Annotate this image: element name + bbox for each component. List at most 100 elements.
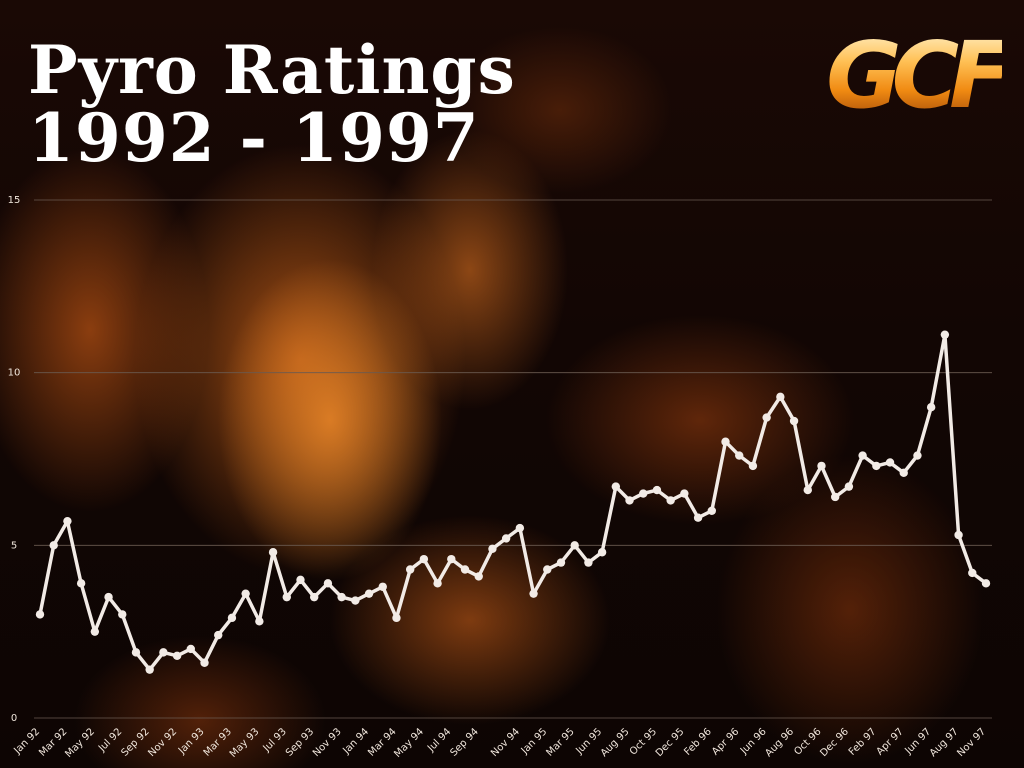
data-point <box>296 575 305 585</box>
data-point <box>625 496 634 505</box>
x-tick-label: Aug 97 <box>928 726 961 759</box>
x-tick-label: Mar 95 <box>544 726 576 758</box>
data-point <box>447 554 456 564</box>
title-line-2: 1992 - 1997 <box>28 99 480 177</box>
data-point <box>830 492 840 502</box>
data-point <box>460 565 470 574</box>
x-tick-label: Nov 93 <box>311 726 344 759</box>
x-tick-label: May 94 <box>392 726 426 760</box>
x-tick-label: May 93 <box>228 726 262 760</box>
x-tick-label: Aug 96 <box>763 726 796 759</box>
data-point <box>543 565 552 574</box>
data-point <box>584 558 593 567</box>
data-point <box>776 392 785 402</box>
data-point <box>981 579 991 588</box>
data-point <box>241 589 250 598</box>
data-point <box>351 596 360 605</box>
data-point <box>817 461 826 471</box>
data-point <box>570 541 579 550</box>
x-tick-label: Dec 95 <box>654 726 687 759</box>
data-point <box>63 516 72 526</box>
data-point <box>721 437 730 446</box>
data-point <box>515 523 525 533</box>
data-point <box>501 534 511 543</box>
data-point <box>666 496 675 505</box>
data-point <box>419 554 429 564</box>
data-point <box>844 482 854 491</box>
title-line-1: Pyro Ratings <box>28 31 516 109</box>
data-point <box>693 513 703 522</box>
data-point <box>735 451 744 460</box>
x-tick-label: Feb 96 <box>682 726 714 758</box>
data-point <box>364 589 374 598</box>
y-tick-label: 5 <box>11 540 17 551</box>
data-point <box>378 582 387 591</box>
gcf-logo: GCF <box>826 22 1012 129</box>
data-point <box>35 610 45 619</box>
data-point <box>433 579 442 588</box>
data-point <box>556 558 566 567</box>
data-point <box>76 579 86 588</box>
x-tick-label: Apr 96 <box>710 726 741 757</box>
data-point <box>611 482 621 491</box>
data-point <box>762 413 771 422</box>
x-tick-label: Sep 94 <box>448 726 480 758</box>
data-point <box>310 592 319 602</box>
data-point <box>323 579 333 588</box>
x-tick-label: Aug 95 <box>599 726 632 759</box>
x-tick-label: May 92 <box>63 726 97 760</box>
data-point <box>200 658 209 667</box>
data-point <box>597 548 607 557</box>
data-point <box>186 644 196 654</box>
data-point <box>940 330 950 339</box>
data-point <box>131 648 141 657</box>
data-point <box>707 506 716 515</box>
data-point <box>268 548 278 557</box>
data-point <box>474 572 483 581</box>
data-point <box>104 592 113 602</box>
data-point <box>748 461 758 471</box>
x-tick-label: Nov 92 <box>146 726 179 759</box>
data-point <box>214 630 223 640</box>
data-point <box>652 485 662 495</box>
data-point <box>405 565 415 574</box>
data-point <box>90 627 100 636</box>
data-point <box>803 485 812 495</box>
y-tick-label: 10 <box>8 368 21 379</box>
y-tick-label: 15 <box>8 195 21 206</box>
y-tick-label: 0 <box>11 713 17 724</box>
data-point <box>488 544 497 553</box>
data-point <box>145 665 154 674</box>
data-point <box>885 458 895 467</box>
data-point <box>255 617 264 626</box>
x-tick-label: Sep 92 <box>119 726 151 758</box>
x-tick-label: Feb 97 <box>847 726 879 758</box>
data-point <box>172 651 182 661</box>
data-point <box>858 451 867 460</box>
data-point <box>337 592 346 602</box>
x-tick-label: Apr 97 <box>875 726 906 757</box>
series-line <box>38 332 988 672</box>
data-point <box>899 468 908 478</box>
data-point <box>680 489 689 498</box>
x-tick-label: Nov 97 <box>955 726 988 759</box>
page-title: Pyro Ratings 1992 - 1997 <box>28 36 516 172</box>
data-point <box>954 530 963 540</box>
data-point <box>926 403 936 412</box>
x-tick-label: Sep 93 <box>284 726 316 758</box>
data-point <box>968 568 977 578</box>
data-point <box>49 541 58 550</box>
data-point <box>872 461 881 471</box>
data-point <box>159 648 168 657</box>
data-point <box>913 451 922 460</box>
data-point <box>227 613 237 623</box>
data-point <box>529 589 538 598</box>
data-point <box>392 613 401 623</box>
x-tick-label: Nov 94 <box>489 726 522 759</box>
data-point <box>789 416 799 426</box>
data-point <box>639 489 648 498</box>
data-point <box>118 610 127 619</box>
x-tick-label: Dec 96 <box>818 726 851 759</box>
